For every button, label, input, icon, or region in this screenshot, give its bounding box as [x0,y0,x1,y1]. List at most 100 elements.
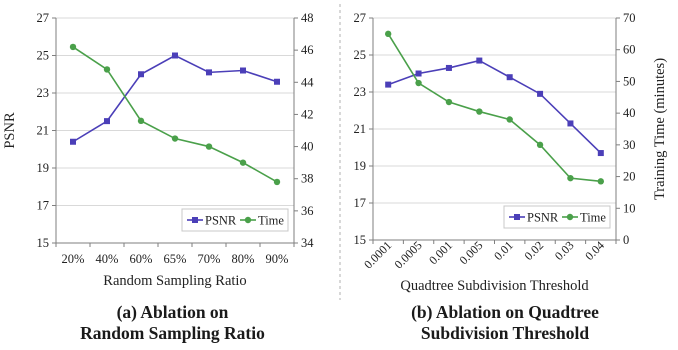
psnr-marker [597,150,604,157]
psnr-marker [476,57,483,64]
left-tick-label: 27 [37,11,50,25]
psnr-marker [206,69,212,76]
legend-time-marker [244,216,252,224]
caption-b-line-2: Subdivision Threshold [420,323,590,343]
caption-b-line-1: (b) Ablation on Quadtree [411,302,599,322]
time-marker [445,98,453,106]
left-axis-title: PSNR [2,112,18,149]
left-tick-label: 21 [37,124,50,138]
x-tick-label: 0.0005 [391,238,424,271]
left-tick-label: 25 [354,48,367,62]
legend: PSNR Time [181,208,289,232]
time-marker [103,66,111,73]
x-tick-label: 90% [266,252,289,266]
x-tick-label: 0.0001 [361,238,394,271]
left-tick-label: 19 [37,161,50,175]
time-marker [415,79,422,87]
x-axis-title: Random Sampling Ratio [103,273,246,289]
left-tick-label: 17 [354,196,367,210]
right-tick-label: 10 [623,201,636,215]
psnr-marker [70,138,76,145]
legend-box [503,205,611,229]
left-tick-label: 15 [37,236,50,250]
legend-psnr-marker [192,217,198,223]
x-tick-label: 0.001 [426,238,455,267]
caption-a: (a) Ablation on Random Sampling Ratio [15,302,330,344]
x-tick-label: 20% [62,252,85,266]
x-tick-label: 40% [96,252,119,266]
time-marker [476,108,483,115]
legend-time-label: Time [258,214,284,228]
right-tick-label: 60 [623,43,636,57]
right-tick-label: 40 [623,106,636,120]
time-marker [69,43,77,51]
time-marker [137,117,145,125]
legend-box [181,208,289,232]
left-tick-label: 23 [37,86,50,100]
x-tick-label: 0.005 [456,238,485,267]
psnr-marker [172,52,178,59]
left-tick-label: 21 [354,122,367,136]
legend-psnr-label: PSNR [205,214,237,228]
psnr-marker [138,71,144,78]
caption-b: (b) Ablation on Quadtree Subdivision Thr… [345,302,665,344]
legend-psnr-label: PSNR [527,211,559,225]
legend-psnr-marker [514,214,520,220]
psnr-marker [415,70,422,77]
time-marker [597,178,605,185]
time-marker [567,174,574,182]
x-tick-label: 60% [130,252,153,266]
time-marker [384,30,392,38]
psnr-marker [506,74,513,81]
left-tick-label: 27 [354,11,367,25]
chart-a: 15 17 19 21 23 25 27 34 36 38 40 42 44 46 48 20% 40% 60% 6… [2,11,314,289]
x-tick-label: 65% [164,252,187,266]
legend-time-label: Time [580,211,606,225]
right-tick-label: 38 [301,172,314,186]
time-marker [506,116,513,123]
left-tick-label: 17 [37,199,50,213]
right-tick-label: 0 [623,233,629,247]
caption-a-line-2: Random Sampling Ratio [80,323,265,343]
right-tick-label: 20 [623,170,636,184]
legend: PSNR Time [503,205,611,229]
time-marker [536,141,544,149]
right-axis-title: Training Time (minutes) [652,58,668,200]
time-marker [239,159,247,166]
left-tick-label: 23 [354,85,367,99]
caption-a-line-1: (a) Ablation on [116,302,229,322]
series-line-time [387,33,601,183]
right-tick-label: 34 [301,236,314,250]
right-tick-label: 44 [301,75,314,89]
psnr-marker [240,67,246,74]
right-tick-label: 30 [623,138,636,152]
x-axis-title: Quadtree Subdivision Threshold [400,278,589,294]
legend-time-marker [566,213,574,221]
right-tick-label: 36 [301,204,314,218]
psnr-marker [445,64,452,71]
psnr-marker [385,81,392,88]
right-tick-label: 40 [301,140,314,154]
psnr-marker [274,78,280,85]
time-marker [171,135,179,142]
psnr-marker [567,120,574,127]
right-tick-label: 50 [623,74,636,88]
left-tick-label: 19 [354,159,367,173]
series-line-psnr [72,54,278,143]
x-tick-label: 80% [232,252,255,266]
right-tick-label: 70 [623,11,636,25]
right-tick-label: 48 [301,11,314,25]
right-tick-label: 46 [301,43,314,57]
series-line-time [72,46,278,183]
psnr-marker [104,118,110,125]
x-tick-label: 70% [198,252,221,266]
left-tick-label: 15 [354,233,367,247]
right-tick-label: 42 [301,107,314,121]
time-marker [273,178,281,186]
time-marker [205,143,213,150]
psnr-marker [537,90,544,97]
left-tick-label: 25 [37,49,50,63]
series-line-psnr [387,59,602,154]
chart-b: 15 17 19 21 23 25 27 0 10 20 30 40 50 60 70 0.00010.000… [354,11,669,294]
